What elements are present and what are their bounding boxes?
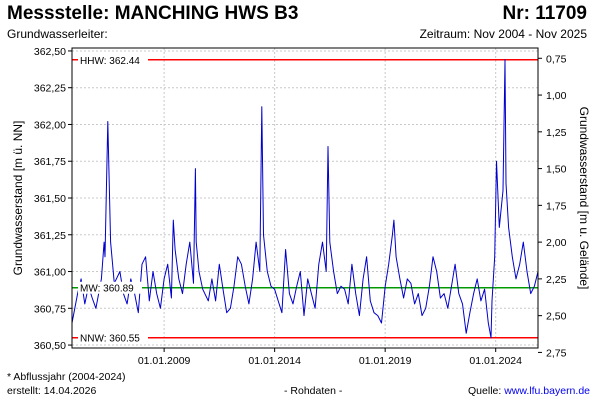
source-label: Quelle:	[468, 385, 505, 397]
y-tick-label: 362,25	[34, 83, 66, 95]
y2-tick-label: 2,75	[546, 347, 567, 359]
y2-tick-label: 1,50	[546, 164, 567, 176]
source-link[interactable]: www.lfu.bayern.de	[504, 385, 590, 397]
mhw-label: MW: 360.89	[80, 284, 134, 295]
hhw-label: HHW: 362.44	[80, 56, 140, 67]
y-tick-label: 360,75	[34, 303, 66, 315]
y2-tick-label: 2,25	[546, 274, 567, 286]
y-axis-label: Grundwasserstand [m ü. NN]	[11, 121, 25, 276]
x-tick-label: 01.01.2024	[469, 355, 522, 367]
nnw-label: NNW: 360.55	[80, 334, 140, 345]
raw-data-label: - Rohdaten -	[284, 385, 343, 397]
x-tick-label: 01.01.2014	[248, 355, 301, 367]
y-tick-label: 361,25	[34, 230, 66, 242]
y-tick-label: 361,00	[34, 267, 66, 279]
x-tick-label: 01.01.2009	[138, 355, 191, 367]
y2-tick-label: 2,50	[546, 311, 567, 323]
y-tick-label: 361,75	[34, 156, 66, 168]
station-title: Messstelle: MANCHING HWS B3	[7, 3, 299, 24]
station-number: Nr: 11709	[502, 3, 587, 24]
y-tick-label: 360,50	[34, 340, 66, 352]
plot-frame	[71, 47, 539, 349]
created-date: erstellt: 14.04.2026	[7, 385, 97, 397]
x-tick-label: 01.01.2019	[359, 355, 412, 367]
y-tick-label: 362,50	[34, 46, 66, 58]
period-label: Zeitraum: Nov 2004 - Nov 2025	[419, 27, 587, 41]
reference-label-bg	[78, 281, 142, 294]
y2-axis-label: Grundwasserstand [m u. Gelände]	[577, 107, 591, 290]
source-credit: Quelle: www.lfu.bayern.de	[468, 385, 590, 397]
y-tick-label: 362,00	[34, 119, 66, 131]
y2-tick-label: 2,00	[546, 237, 567, 249]
aquifer-label: Grundwasserleiter:	[7, 27, 108, 41]
reference-label-bg	[78, 53, 148, 66]
y-tick-label: 361,50	[34, 193, 66, 205]
y2-tick-label: 1,00	[546, 90, 567, 102]
y2-tick-label: 0,75	[546, 53, 567, 65]
footnote: * Abflussjahr (2004-2024)	[7, 371, 126, 383]
y2-tick-label: 1,25	[546, 127, 567, 139]
y2-tick-label: 1,75	[546, 200, 567, 212]
groundwater-series-line	[71, 59, 539, 339]
reference-label-bg	[78, 331, 148, 344]
